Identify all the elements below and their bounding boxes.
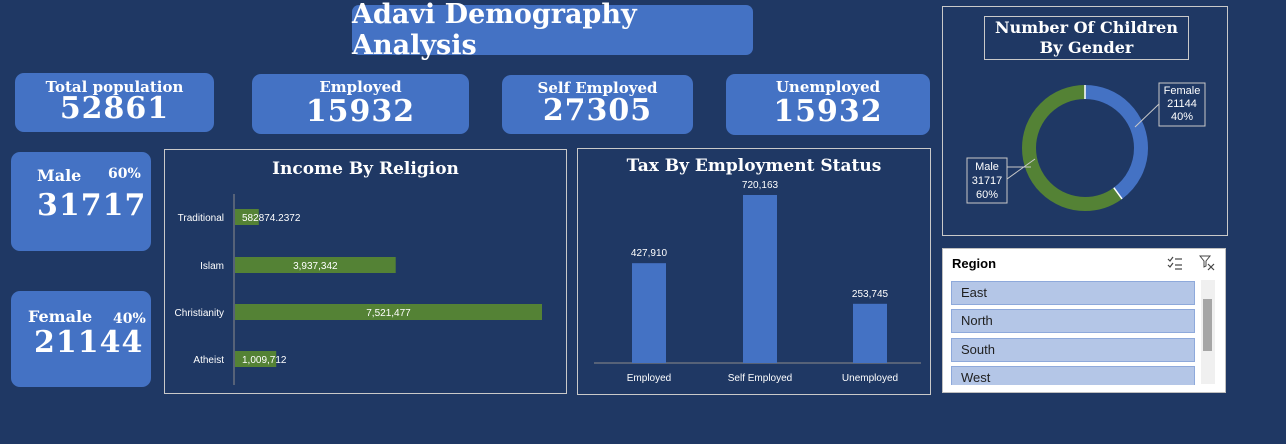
income-bar-traditional xyxy=(235,209,259,225)
tax-data-label: 253,745 xyxy=(852,289,889,300)
income-data-label: 7,521,477 xyxy=(366,308,411,319)
female-label: Female xyxy=(28,307,93,326)
income-category-label: Atheist xyxy=(193,355,224,366)
kpi-employed: Employed 15932 xyxy=(252,74,469,134)
kpi-value: 15932 xyxy=(305,94,416,129)
slicer-item-east[interactable]: East xyxy=(951,281,1195,305)
clear-filter-icon[interactable] xyxy=(1199,255,1215,271)
male-callout-name: Male xyxy=(975,161,999,173)
income-category-label: Christianity xyxy=(175,308,224,319)
region-slicer[interactable]: Region East North South West xyxy=(942,248,1226,393)
kpi-value: 15932 xyxy=(773,94,883,129)
slicer-item-clip: West xyxy=(951,366,1195,385)
income-category-label: Islam xyxy=(200,261,224,272)
male-card: Male 60% 31717 xyxy=(11,152,151,251)
income-bar-atheist xyxy=(235,351,277,367)
chart-title: Income By Religion xyxy=(272,159,459,179)
female-callout-leader xyxy=(1134,103,1160,128)
female-value: 21144 xyxy=(34,325,144,360)
male-percent: 60% xyxy=(108,166,141,182)
donut-title-line1: Number Of Children xyxy=(995,18,1178,37)
kpi-value: 52861 xyxy=(59,91,170,126)
tax-data-label: 427,910 xyxy=(631,248,668,259)
tax-bar-employed xyxy=(632,263,666,363)
income-bar-islam xyxy=(235,257,396,273)
income-data-label: 582874.2372 xyxy=(242,213,301,224)
tax-by-employment-chart: Tax By Employment Status 427,910 Employed… xyxy=(577,148,931,395)
children-by-gender-chart: Number Of Children By Gender Female 21144… xyxy=(942,6,1228,236)
income-plot: Traditional 582874.2372 Islam 3,937,342 Chri… xyxy=(175,194,542,385)
female-callout-value: 21144 xyxy=(1167,98,1197,110)
scrollbar-thumb[interactable] xyxy=(1203,299,1212,351)
female-percent: 40% xyxy=(113,311,146,327)
kpi-self-employed: Self Employed 27305 xyxy=(502,75,693,134)
male-label: Male xyxy=(37,166,82,185)
tax-category-label: Self Employed xyxy=(728,373,792,384)
chart-title: Tax By Employment Status xyxy=(626,156,882,176)
income-data-label: 1,009,712 xyxy=(242,355,287,366)
kpi-label: Employed xyxy=(319,78,402,96)
slicer-item-north[interactable]: North xyxy=(951,309,1195,333)
male-callout-pct: 60% xyxy=(976,189,998,201)
tax-category-label: Unemployed xyxy=(842,373,898,384)
income-data-label: 3,937,342 xyxy=(293,261,338,272)
male-value: 31717 xyxy=(37,188,147,223)
kpi-total-population: Total population 52861 xyxy=(15,73,214,132)
male-callout-leader xyxy=(1006,158,1036,180)
male-callout-box xyxy=(966,157,1008,204)
kpi-label: Unemployed xyxy=(775,78,881,96)
male-callout-value: 31717 xyxy=(972,175,1003,187)
donut-separator xyxy=(1113,187,1123,200)
slicer-title: Region xyxy=(952,256,997,271)
kpi-label: Total population xyxy=(45,78,184,96)
dashboard-title: Adavi Demography Analysis xyxy=(352,0,753,61)
kpi-value: 27305 xyxy=(542,93,653,128)
income-by-religion-chart: Income By Religion Traditional 582874.237… xyxy=(164,149,567,394)
tax-category-label: Employed xyxy=(627,373,671,384)
slicer-item-west[interactable]: West xyxy=(951,366,1195,385)
female-callout-pct: 40% xyxy=(1171,111,1193,123)
tax-data-label: 720,163 xyxy=(742,180,779,191)
multi-select-icon[interactable] xyxy=(1167,256,1183,270)
slicer-item-south[interactable]: South xyxy=(951,338,1195,362)
tax-bar-unemployed xyxy=(853,303,887,363)
income-category-label: Traditional xyxy=(178,213,224,224)
donut-title-line2: By Gender xyxy=(1039,38,1134,57)
donut-title-box: Number Of Children By Gender xyxy=(984,16,1189,60)
kpi-label: Self Employed xyxy=(537,79,658,97)
slicer-scrollbar[interactable] xyxy=(1201,280,1215,384)
female-card: Female 40% 21144 xyxy=(11,291,151,387)
kpi-unemployed: Unemployed 15932 xyxy=(726,74,930,135)
tax-plot: 427,910 Employed 720,163 Self Employed 253,7… xyxy=(594,180,921,384)
tax-bar-self-employed xyxy=(743,195,777,363)
income-bar-christianity xyxy=(235,304,542,320)
female-callout-name: Female xyxy=(1164,85,1201,97)
